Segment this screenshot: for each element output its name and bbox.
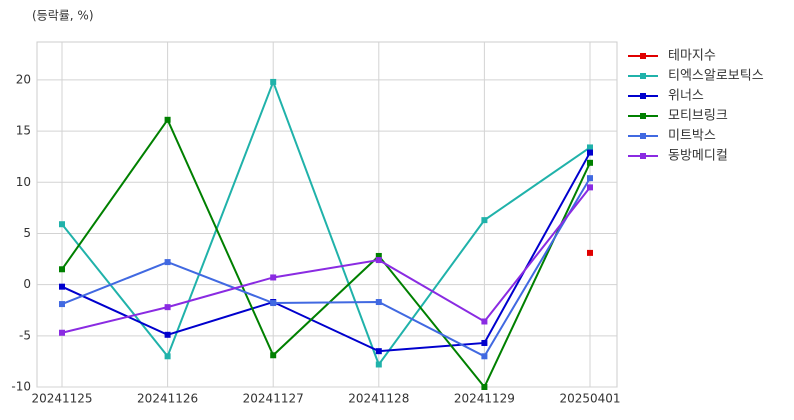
y-tick-label: 0	[23, 277, 31, 291]
x-tick-label: 20250401	[559, 392, 620, 406]
point	[375, 257, 382, 264]
legend-marker	[640, 93, 646, 99]
x-tick-label: 20241128	[348, 392, 409, 406]
point	[587, 159, 593, 166]
legend-label: 동방메디컬	[668, 149, 728, 164]
point	[587, 175, 593, 182]
y-tick-label: 10	[16, 175, 31, 189]
point	[587, 249, 593, 256]
point	[587, 184, 593, 191]
point	[375, 299, 382, 306]
point	[270, 274, 277, 281]
y-axis-label: (등락률, %)	[32, 9, 94, 23]
point	[59, 221, 65, 228]
legend-label: 미트박스	[668, 129, 716, 144]
point	[375, 252, 382, 259]
point	[270, 78, 277, 85]
point	[59, 301, 65, 308]
series-line	[61, 152, 591, 353]
series-line	[61, 79, 591, 367]
x-tick-label: 20241127	[243, 392, 304, 406]
series-line	[61, 177, 591, 358]
point	[375, 361, 382, 368]
point	[164, 116, 171, 123]
legend-label: 모티브링크	[668, 109, 728, 124]
legend-marker	[640, 153, 646, 159]
point	[587, 144, 593, 151]
point	[164, 353, 171, 360]
legend-marker	[640, 133, 646, 139]
y-tick-label: -5	[19, 328, 31, 342]
x-tick-label: 20241126	[137, 392, 198, 406]
legend-label: 테마지수	[668, 49, 716, 64]
series-line	[61, 117, 591, 389]
point	[164, 259, 171, 266]
y-tick-label: 15	[16, 124, 31, 138]
legend-label: 위너스	[668, 89, 704, 104]
legend-marker	[640, 73, 646, 79]
point	[270, 300, 277, 307]
legend-marker	[640, 53, 646, 59]
point	[375, 348, 382, 355]
y-tick-label: 5	[23, 226, 31, 240]
point	[481, 217, 488, 224]
legend-label: 티엑스알로보틱스	[668, 69, 764, 84]
point	[587, 149, 593, 156]
x-tick-label: 20241125	[31, 392, 92, 406]
point	[270, 352, 277, 359]
point	[59, 266, 65, 273]
x-tick-label: 20241129	[454, 392, 515, 406]
point	[481, 353, 488, 360]
point	[481, 339, 488, 346]
y-tick-label: 20	[16, 72, 31, 86]
point	[59, 329, 65, 336]
series-line	[61, 186, 591, 334]
plot-frame	[36, 41, 618, 388]
y-tick-label: -10	[11, 380, 31, 394]
legend-marker	[640, 113, 646, 119]
point	[164, 331, 171, 338]
point	[59, 283, 65, 290]
point	[481, 384, 488, 390]
point	[164, 304, 171, 311]
point	[481, 318, 488, 325]
